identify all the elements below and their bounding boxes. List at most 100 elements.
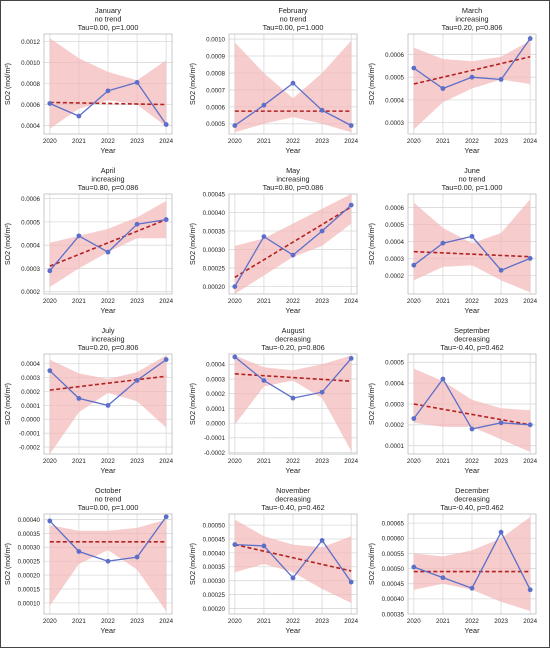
x-tick-label: 2024 (523, 618, 537, 625)
x-tick-label: 2021 (436, 298, 450, 305)
data-point (319, 107, 325, 113)
y-axis-label: SO2 (mol/m²) (5, 223, 12, 265)
x-axis-label: Year (100, 146, 116, 155)
subplot-8: -0.0002 -0.0001 0.0000 0.0001 0.0002 0.0003 0.… (190, 326, 359, 475)
data-point (469, 74, 475, 80)
subplot-title-line: July (102, 326, 115, 335)
y-tick-label: 0.00060 (382, 536, 405, 543)
subplot-title-line: September (454, 326, 490, 335)
x-tick-label: 2023 (315, 458, 329, 465)
subplot-title-line: Tau=0.00, p=1.000 (78, 503, 139, 512)
plot-frame (228, 513, 358, 615)
x-tick-label: 2021 (436, 138, 450, 145)
y-tick-label: 0.0003 (21, 375, 40, 382)
y-tick-label: 0.0008 (21, 81, 40, 88)
data-point (163, 514, 169, 520)
data-point (163, 122, 169, 127)
x-tick-label: 2024 (159, 458, 173, 465)
x-tick-label: 2023 (494, 618, 508, 625)
confidence-band (413, 368, 531, 452)
subplot-title-line: Tau=0.00, p=1.000 (78, 23, 139, 32)
y-axis-label: SO2 (mol/m²) (5, 383, 12, 425)
data-point (105, 249, 111, 255)
subplot-6: 0.0002 0.0003 0.0004 0.0005 0.0006 2020 2021 20… (369, 166, 538, 315)
y-tick-label: 0.0009 (206, 53, 225, 60)
data-point (440, 376, 446, 382)
data-point (232, 354, 238, 360)
x-tick-label: 2020 (228, 458, 242, 465)
x-tick-label: 2022 (101, 298, 115, 305)
subplot-title-line: October (95, 486, 122, 495)
x-tick-label: 2021 (257, 458, 271, 465)
y-tick-label: 0.00050 (203, 523, 226, 530)
y-tick-label: 0.0004 (21, 123, 40, 130)
subplot-1: 0.0004 0.0006 0.0008 0.0010 0.0012 2020 2021 20… (5, 6, 174, 155)
data-point (319, 228, 325, 234)
x-tick-label: 2024 (159, 618, 173, 625)
plot-frame (407, 513, 537, 615)
y-tick-label: 0.0004 (206, 362, 225, 369)
subplot-title-line: March (462, 6, 482, 15)
subplot-7: -0.0002 -0.0001 0.0000 0.0001 0.0002 0.0003 0.… (5, 326, 174, 475)
data-point (498, 420, 504, 426)
plot-frame (407, 193, 537, 295)
x-axis-label: Year (100, 306, 116, 315)
data-point (348, 356, 354, 361)
x-axis-label: Year (464, 626, 480, 635)
y-tick-label: 0.00030 (18, 545, 41, 552)
trend-line (234, 543, 352, 572)
x-tick-label: 2024 (159, 138, 173, 145)
data-point (232, 542, 238, 547)
y-axis-label: SO2 (mol/m²) (369, 543, 376, 585)
data-point (232, 123, 238, 128)
x-tick-label: 2021 (257, 138, 271, 145)
x-tick-label: 2023 (494, 138, 508, 145)
data-point (411, 65, 417, 71)
y-tick-label: 0.00040 (382, 596, 405, 603)
y-tick-label: 0.0003 (385, 256, 404, 263)
x-axis-label: Year (464, 146, 480, 155)
plot-frame (43, 33, 173, 135)
trend-line (49, 218, 167, 267)
plot-frame (43, 353, 173, 455)
x-tick-label: 2020 (228, 298, 242, 305)
subplot-title-line: August (282, 326, 305, 335)
subplot-title-line: Tau=0.20, p=0.806 (442, 23, 503, 32)
plot-frame (228, 353, 358, 455)
data-point (290, 80, 296, 86)
y-tick-label: 0.00035 (203, 228, 226, 235)
y-tick-label: 0.00020 (203, 284, 226, 291)
x-tick-label: 2020 (407, 138, 421, 145)
y-tick-label: 0.0007 (206, 87, 225, 94)
plot-frame (43, 513, 173, 615)
y-tick-label: 0.0002 (21, 389, 40, 396)
data-point (76, 396, 82, 401)
data-point (411, 262, 417, 268)
data-point (319, 537, 325, 543)
subplot-title-line: no trend (95, 15, 122, 24)
x-axis-label: Year (100, 626, 116, 635)
y-axis-label: SO2 (mol/m²) (5, 543, 12, 585)
y-axis-label: SO2 (mol/m²) (190, 543, 197, 585)
data-point (498, 529, 504, 535)
data-point (47, 368, 53, 374)
y-tick-label: 0.0001 (21, 403, 40, 410)
subplot-title-line: January (95, 6, 121, 15)
x-tick-label: 2023 (315, 298, 329, 305)
y-tick-label: 0.0002 (21, 289, 40, 296)
data-point (440, 575, 446, 581)
y-tick-label: 0.0004 (385, 97, 404, 104)
x-tick-label: 2021 (72, 138, 86, 145)
x-axis-label: Year (464, 306, 480, 315)
y-tick-label: 0.00030 (203, 247, 226, 254)
data-point (76, 113, 82, 119)
x-tick-label: 2022 (465, 458, 479, 465)
y-tick-label: 0.00020 (18, 573, 41, 580)
x-tick-label: 2020 (407, 618, 421, 625)
data-point (348, 123, 354, 128)
y-tick-label: 0.00045 (203, 191, 226, 198)
x-tick-label: 2023 (315, 138, 329, 145)
y-tick-label: 0.0006 (206, 104, 225, 111)
